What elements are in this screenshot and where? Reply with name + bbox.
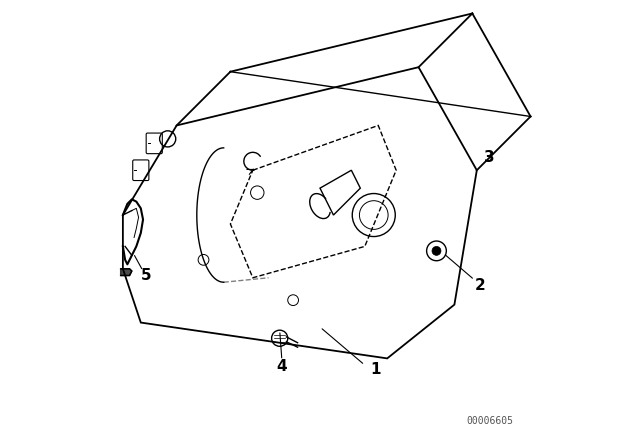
Polygon shape xyxy=(121,269,132,276)
Text: 5: 5 xyxy=(141,268,152,283)
Text: 3: 3 xyxy=(484,150,495,165)
Text: 4: 4 xyxy=(276,359,287,374)
Text: 2: 2 xyxy=(475,278,486,293)
Text: 1: 1 xyxy=(371,362,381,377)
Text: 00006605: 00006605 xyxy=(467,416,514,426)
Circle shape xyxy=(432,246,441,255)
